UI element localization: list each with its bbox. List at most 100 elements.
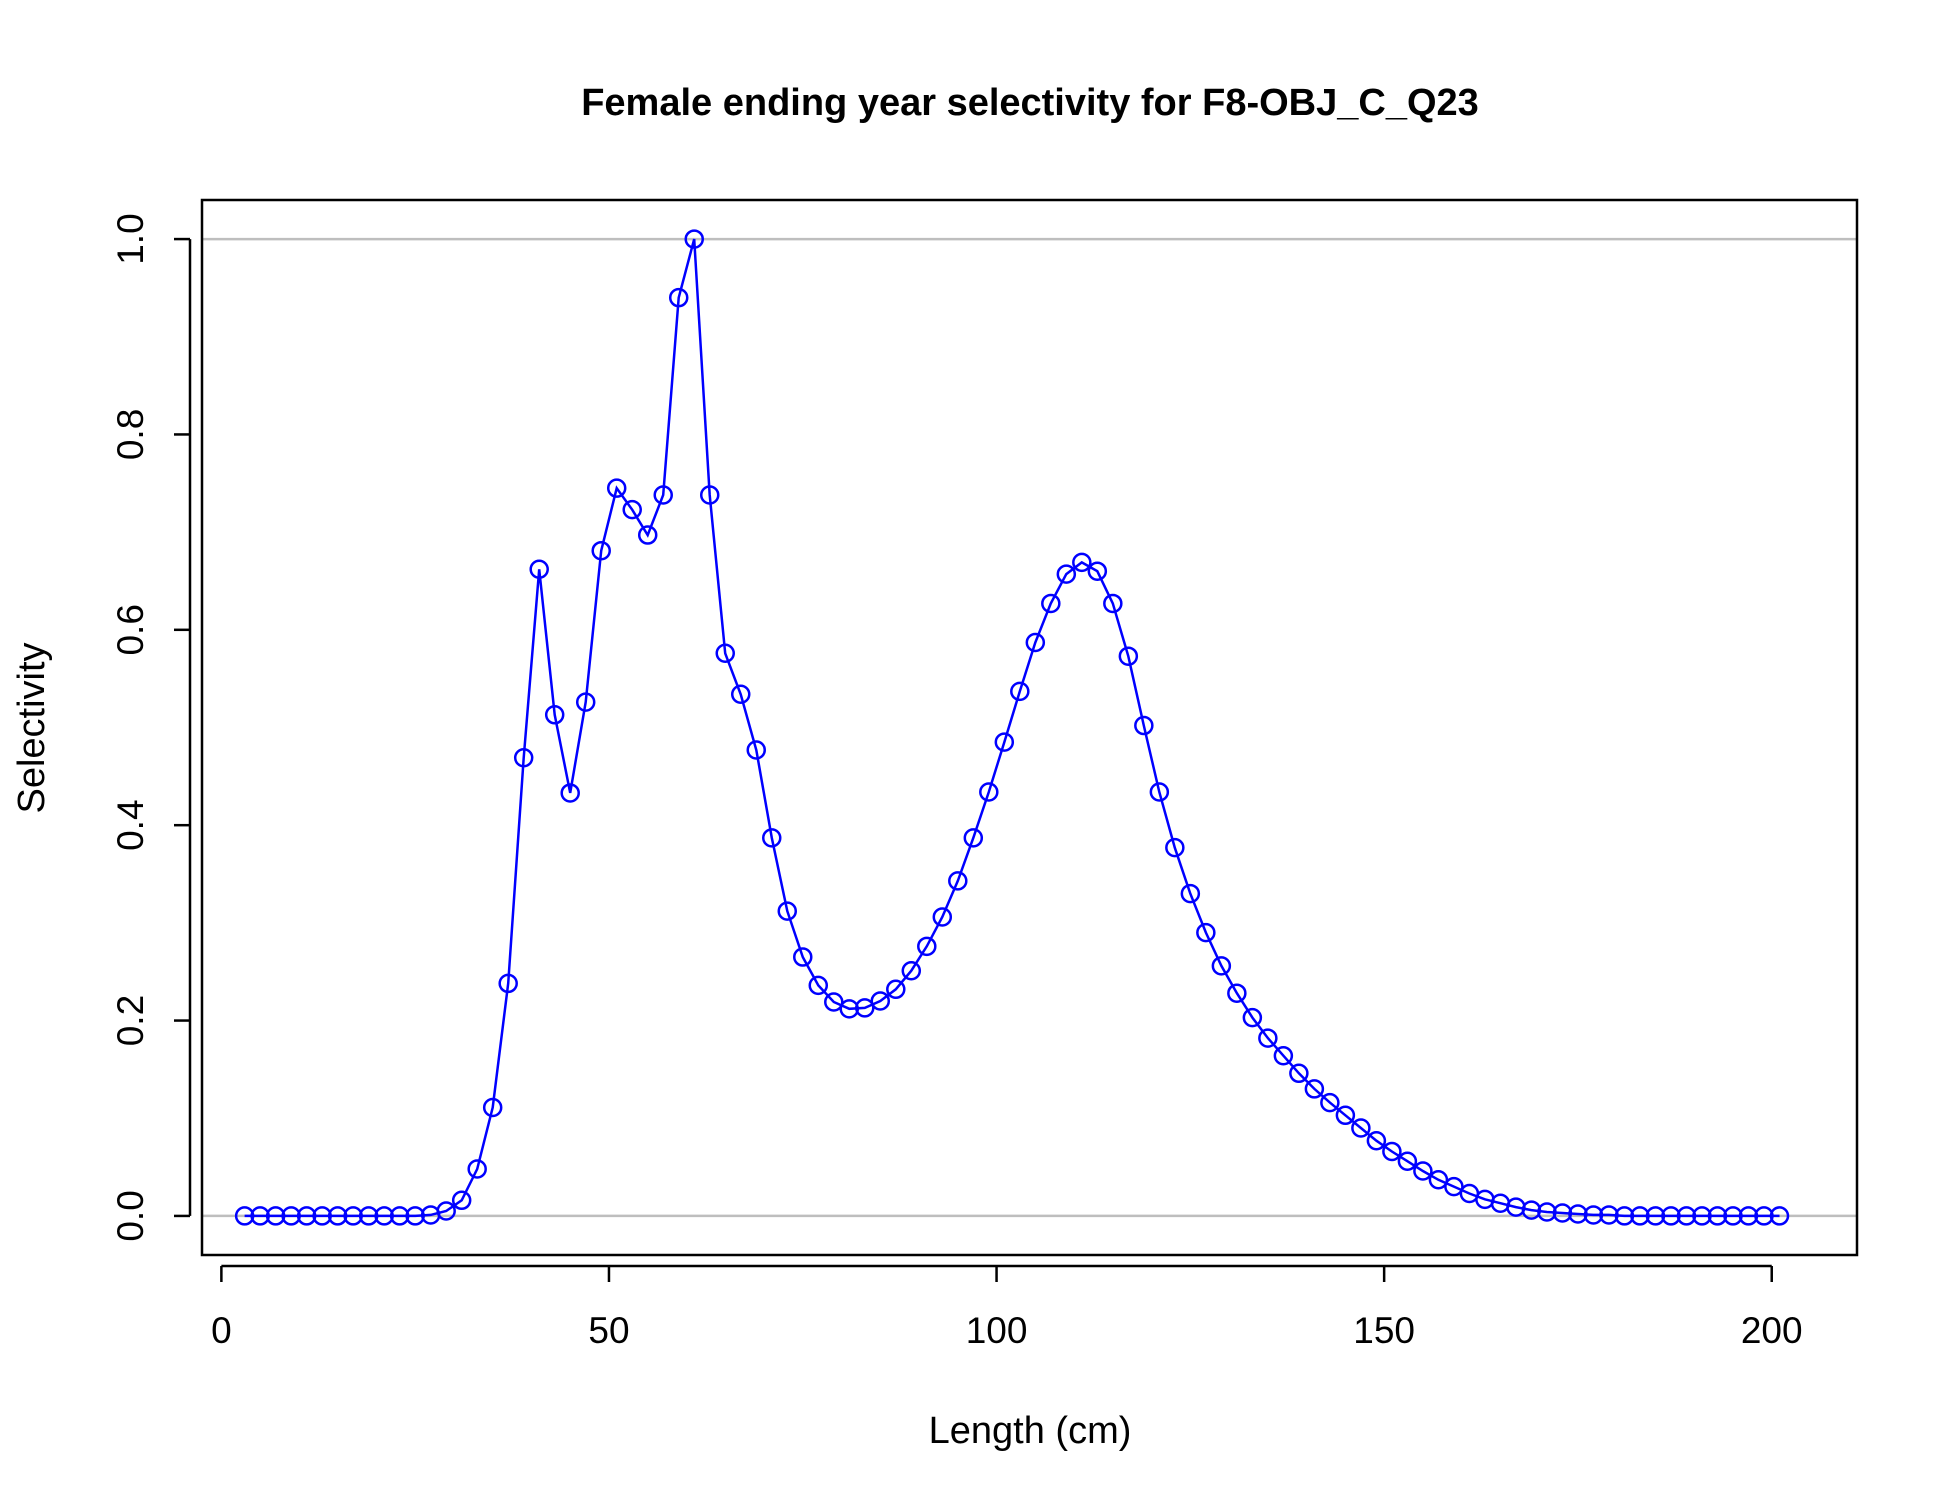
y-tick-label: 0.8 (110, 409, 151, 460)
data-point (296, 1206, 317, 1226)
data-point (1568, 1204, 1588, 1224)
data-point (1413, 1161, 1433, 1181)
data-point (591, 540, 611, 561)
data-point (467, 1159, 487, 1179)
data-point (839, 999, 860, 1019)
data-point (870, 991, 891, 1011)
data-point (824, 992, 844, 1012)
data-point (1242, 1007, 1263, 1028)
data-point (327, 1206, 348, 1226)
y-axis: 0.0 0.2 0.4 0.6 0.8 1.0 (110, 213, 192, 1242)
data-point (250, 1206, 270, 1226)
data-point (1056, 564, 1077, 584)
x-axis: 0 50 100 150 200 (211, 1264, 1803, 1351)
data-point (374, 1206, 394, 1226)
data-point (793, 947, 813, 967)
y-tick-label: 0.2 (110, 995, 151, 1046)
data-point (746, 740, 767, 760)
data-point (622, 499, 642, 520)
data-point (358, 1206, 379, 1226)
data-point (1366, 1130, 1387, 1151)
data-point (901, 960, 922, 981)
data-point (948, 871, 968, 891)
data-point (560, 783, 580, 803)
data-point (1227, 983, 1247, 1003)
x-tick-label: 150 (1353, 1310, 1415, 1351)
data-point (1661, 1206, 1681, 1226)
data-point (1196, 922, 1216, 943)
data-point (1397, 1151, 1418, 1171)
data-point (482, 1097, 503, 1118)
data-point (606, 478, 627, 498)
data-point (1630, 1206, 1650, 1226)
data-point (1738, 1206, 1759, 1226)
data-point (715, 643, 735, 664)
chart-title: Female ending year selectivity for F8-OB… (581, 82, 1479, 124)
x-tick-label: 100 (966, 1310, 1028, 1351)
data-point (979, 782, 999, 802)
data-point (653, 485, 673, 505)
data-point (1180, 883, 1201, 904)
data-point (343, 1206, 363, 1226)
data-point (575, 692, 596, 712)
data-point (1692, 1206, 1712, 1226)
x-tick-label: 50 (588, 1310, 629, 1351)
data-point (1537, 1202, 1557, 1222)
x-axis-label: Length (cm) (929, 1410, 1132, 1452)
data-point (544, 705, 565, 725)
data-point (1320, 1092, 1340, 1113)
data-point (762, 828, 782, 848)
data-point (1149, 782, 1170, 802)
y-tick-label: 0.0 (110, 1190, 151, 1241)
data-point (1118, 646, 1139, 666)
data-point (1614, 1206, 1635, 1226)
data-point (1273, 1045, 1294, 1066)
data-point (1165, 837, 1185, 858)
series-line (244, 238, 1780, 1218)
data-point (684, 229, 704, 249)
y-tick-label: 1.0 (110, 213, 151, 264)
data-point (730, 684, 751, 705)
data-point (1072, 552, 1092, 573)
data-point (1103, 593, 1123, 614)
data-point (451, 1190, 472, 1211)
data-point (777, 901, 798, 921)
y-axis-label: Selectivity (11, 642, 53, 813)
data-point (1676, 1206, 1697, 1226)
data-point (1010, 681, 1030, 702)
data-point (1428, 1170, 1449, 1190)
data-point (265, 1206, 286, 1226)
data-point (1444, 1176, 1464, 1197)
data-point (808, 975, 829, 996)
data-point (234, 1206, 255, 1226)
data-point (1552, 1203, 1573, 1223)
data-point (498, 973, 518, 994)
data-point (1211, 956, 1232, 976)
data-point (1335, 1105, 1356, 1126)
plot-frame (200, 198, 1859, 1257)
data-point (994, 732, 1015, 752)
data-point (668, 287, 689, 308)
data-point (963, 828, 984, 848)
data-point (1087, 561, 1108, 581)
data-point (1583, 1205, 1604, 1225)
data-point (1351, 1118, 1371, 1138)
data-point (389, 1206, 410, 1226)
data-point (637, 525, 658, 545)
data-point (281, 1206, 301, 1226)
data-point (1599, 1205, 1619, 1225)
data-point (932, 907, 953, 927)
y-tick-label: 0.4 (110, 799, 151, 850)
data-point (699, 485, 720, 505)
data-point (436, 1201, 456, 1221)
data-point (529, 559, 549, 579)
data-point (1289, 1063, 1309, 1084)
data-point (1258, 1028, 1278, 1048)
data-point (1134, 715, 1154, 736)
data-point (1769, 1206, 1790, 1226)
data-point (855, 998, 875, 1018)
data-point (1304, 1079, 1325, 1099)
data-point (1754, 1206, 1774, 1226)
x-tick-label: 0 (211, 1310, 232, 1351)
